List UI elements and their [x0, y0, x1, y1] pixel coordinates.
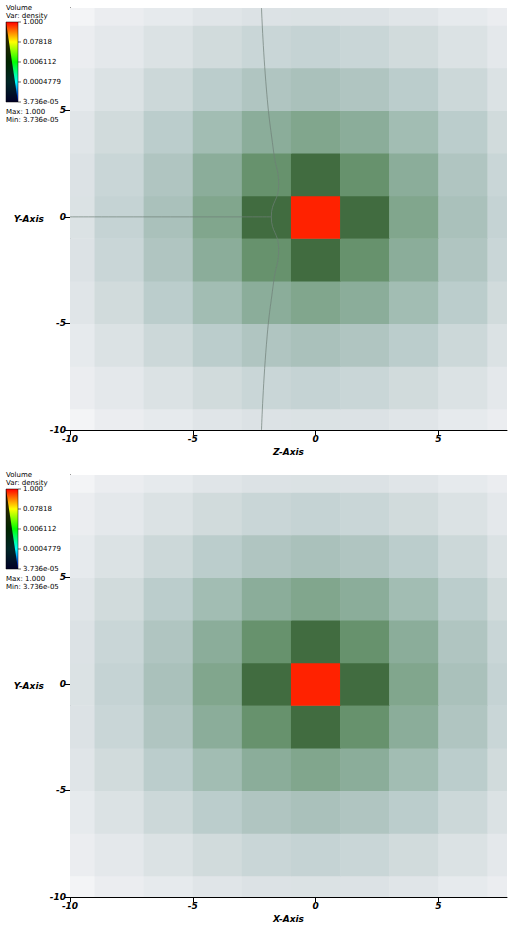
- svg-text:Y-Axis: Y-Axis: [14, 214, 45, 224]
- svg-text:5: 5: [435, 434, 441, 444]
- svg-text:Y-Axis: Y-Axis: [14, 681, 45, 691]
- svg-text:-5: -5: [56, 318, 66, 328]
- svg-text:0: 0: [312, 901, 318, 911]
- svg-text:-10: -10: [62, 901, 78, 911]
- svg-text:1.000: 1.000: [23, 18, 43, 26]
- svg-text:Max: 1.000: Max: 1.000: [6, 108, 45, 116]
- svg-text:Volume: Volume: [6, 471, 32, 479]
- svg-text:0.0004779: 0.0004779: [23, 78, 61, 86]
- svg-text:Min: 3.736e-05: Min: 3.736e-05: [6, 583, 59, 591]
- svg-text:-5: -5: [56, 785, 66, 795]
- svg-text:-5: -5: [188, 901, 198, 911]
- svg-text:X-Axis: X-Axis: [272, 914, 304, 924]
- svg-text:0.0004779: 0.0004779: [23, 545, 61, 553]
- svg-text:5: 5: [435, 901, 441, 911]
- svg-text:Max: 1.000: Max: 1.000: [6, 575, 45, 583]
- svg-text:0: 0: [312, 434, 318, 444]
- svg-text:0.07818: 0.07818: [23, 38, 52, 46]
- svg-text:Var: density: Var: density: [6, 11, 48, 20]
- svg-text:-10: -10: [49, 892, 66, 902]
- svg-text:Volume: Volume: [6, 4, 32, 12]
- svg-text:0.006112: 0.006112: [23, 58, 56, 66]
- svg-text:3.736e-05: 3.736e-05: [23, 98, 59, 106]
- svg-text:0.006112: 0.006112: [23, 525, 56, 533]
- svg-text:3.736e-05: 3.736e-05: [23, 565, 59, 573]
- svg-text:Min: 3.736e-05: Min: 3.736e-05: [6, 116, 59, 124]
- svg-text:-10: -10: [62, 434, 78, 444]
- svg-text:-10: -10: [49, 425, 66, 435]
- svg-text:5: 5: [60, 572, 66, 582]
- svg-text:0: 0: [60, 679, 66, 689]
- svg-text:-5: -5: [188, 434, 198, 444]
- svg-text:5: 5: [60, 105, 66, 115]
- svg-text:0.07818: 0.07818: [23, 505, 52, 513]
- svg-text:Z-Axis: Z-Axis: [272, 447, 304, 457]
- svg-text:1.000: 1.000: [23, 485, 43, 493]
- svg-text:0: 0: [60, 212, 66, 222]
- svg-text:Var: density: Var: density: [6, 478, 48, 487]
